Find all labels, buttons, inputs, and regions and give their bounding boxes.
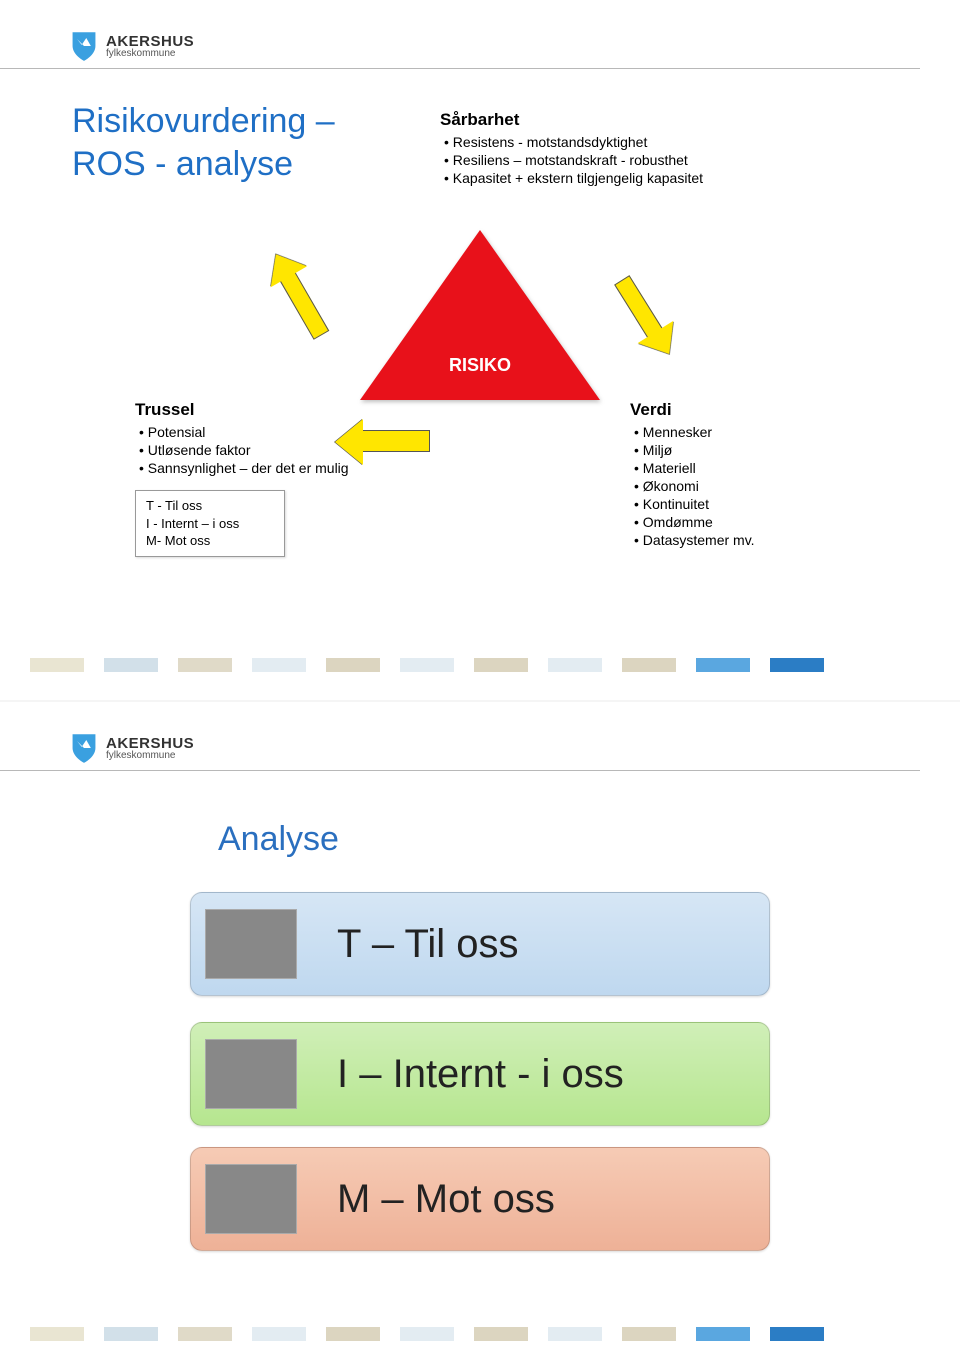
title-line1: Risikovurdering – bbox=[72, 102, 335, 140]
header-logo: AKERSHUS fylkeskommune bbox=[0, 0, 920, 69]
slide-risikovurdering: AKERSHUS fylkeskommune Risikovurdering –… bbox=[0, 0, 960, 700]
trussel-heading: Trussel bbox=[135, 400, 355, 420]
footer-decor bbox=[0, 658, 960, 672]
footer-decor bbox=[0, 1327, 960, 1341]
tim-line: I - Internt – i oss bbox=[146, 515, 274, 533]
footer-square bbox=[178, 658, 232, 672]
verdi-item: Økonomi bbox=[634, 478, 880, 494]
verdi-list: Mennesker Miljø Materiell Økonomi Kontin… bbox=[630, 424, 880, 548]
thumb-knife-icon bbox=[205, 1164, 297, 1234]
footer-square bbox=[548, 1327, 602, 1341]
footer-square bbox=[178, 1327, 232, 1341]
arrow-up-left-icon bbox=[279, 270, 330, 340]
sarbarhet-item: Kapasitet + ekstern tilgjengelig kapasit… bbox=[444, 170, 860, 186]
card-mot-oss: M – Mot oss bbox=[190, 1147, 770, 1251]
logo-main: AKERSHUS bbox=[106, 736, 194, 751]
footer-square bbox=[30, 658, 84, 672]
footer-square bbox=[696, 658, 750, 672]
thumb-fire-icon bbox=[205, 1039, 297, 1109]
footer-square bbox=[104, 1327, 158, 1341]
tim-box: T - Til oss I - Internt – i oss M- Mot o… bbox=[135, 490, 285, 557]
footer-square bbox=[474, 1327, 528, 1341]
footer-square bbox=[252, 1327, 306, 1341]
footer-square bbox=[622, 1327, 676, 1341]
arrow-down-right-icon bbox=[614, 275, 664, 340]
slide-analyse: AKERSHUS fylkeskommune Analyse T – Til o… bbox=[0, 702, 960, 1369]
footer-square bbox=[770, 658, 824, 672]
footer-square bbox=[326, 658, 380, 672]
verdi-item: Miljø bbox=[634, 442, 880, 458]
trussel-item: Utløsende faktor bbox=[139, 442, 355, 458]
trussel-block: Trussel Potensial Utløsende faktor Sanns… bbox=[135, 400, 355, 557]
verdi-item: Datasystemer mv. bbox=[634, 532, 880, 548]
trussel-item: Potensial bbox=[139, 424, 355, 440]
title-line2: ROS - analyse bbox=[72, 145, 293, 183]
footer-square bbox=[252, 658, 306, 672]
trussel-item: Sannsynlighet – der det er mulig bbox=[139, 460, 355, 476]
thumb-traffic-icon bbox=[205, 909, 297, 979]
shield-icon bbox=[70, 30, 98, 62]
tim-line: T - Til oss bbox=[146, 497, 274, 515]
slide2-title: Analyse bbox=[218, 820, 339, 859]
slide-title: Risikovurdering – ROS - analyse bbox=[72, 100, 335, 185]
sarbarhet-block: Sårbarhet Resistens - motstandsdyktighet… bbox=[440, 110, 860, 188]
card-label: M – Mot oss bbox=[337, 1177, 555, 1222]
footer-square bbox=[104, 658, 158, 672]
footer-square bbox=[30, 1327, 84, 1341]
sarbarhet-item: Resiliens – motstandskraft - robusthet bbox=[444, 152, 860, 168]
arrow-left-icon bbox=[360, 430, 430, 452]
sarbarhet-heading: Sårbarhet bbox=[440, 110, 860, 130]
verdi-heading: Verdi bbox=[630, 400, 880, 420]
footer-square bbox=[548, 658, 602, 672]
card-label: I – Internt - i oss bbox=[337, 1052, 624, 1097]
logo-sub: fylkeskommune bbox=[106, 49, 194, 59]
card-internt: I – Internt - i oss bbox=[190, 1022, 770, 1126]
tim-line: M- Mot oss bbox=[146, 532, 274, 550]
risk-triangle: RISIKO bbox=[355, 230, 605, 400]
verdi-item: Mennesker bbox=[634, 424, 880, 440]
footer-square bbox=[696, 1327, 750, 1341]
shield-icon bbox=[70, 732, 98, 764]
footer-square bbox=[326, 1327, 380, 1341]
sarbarhet-list: Resistens - motstandsdyktighet Resiliens… bbox=[440, 134, 860, 186]
footer-square bbox=[400, 1327, 454, 1341]
verdi-item: Kontinuitet bbox=[634, 496, 880, 512]
triangle-label: RISIKO bbox=[355, 355, 605, 376]
header-logo: AKERSHUS fylkeskommune bbox=[0, 702, 920, 771]
footer-square bbox=[474, 658, 528, 672]
trussel-list: Potensial Utløsende faktor Sannsynlighet… bbox=[135, 424, 355, 476]
logo-main: AKERSHUS bbox=[106, 34, 194, 49]
footer-square bbox=[770, 1327, 824, 1341]
sarbarhet-item: Resistens - motstandsdyktighet bbox=[444, 134, 860, 150]
verdi-item: Materiell bbox=[634, 460, 880, 476]
verdi-block: Verdi Mennesker Miljø Materiell Økonomi … bbox=[630, 400, 880, 550]
verdi-item: Omdømme bbox=[634, 514, 880, 530]
card-til-oss: T – Til oss bbox=[190, 892, 770, 996]
footer-square bbox=[400, 658, 454, 672]
card-label: T – Til oss bbox=[337, 922, 519, 967]
footer-square bbox=[622, 658, 676, 672]
logo-sub: fylkeskommune bbox=[106, 751, 194, 761]
